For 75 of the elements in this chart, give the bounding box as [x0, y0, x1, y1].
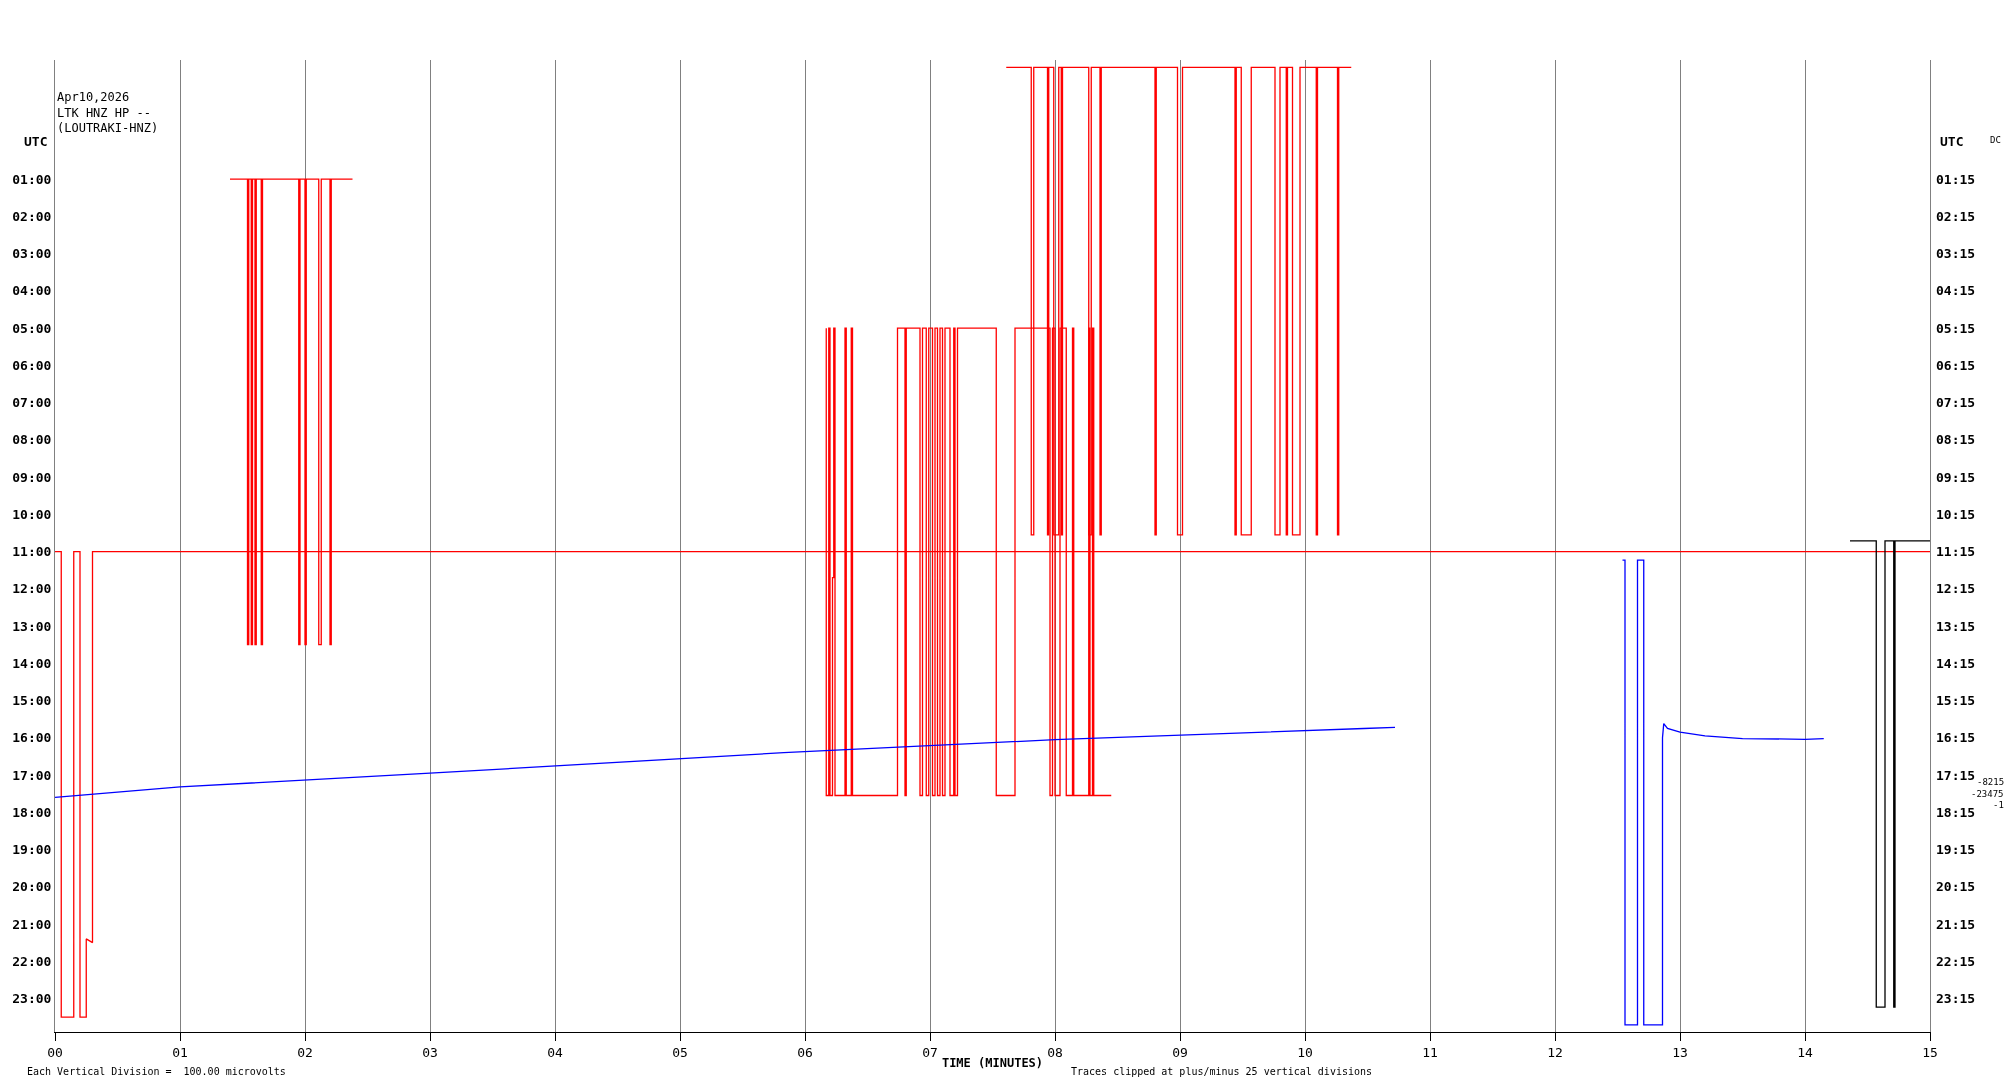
text: -1	[1993, 800, 2004, 810]
y2-tick-label: 19:15	[1936, 842, 1976, 857]
y-tick-label: 04:00	[12, 283, 52, 299]
y-tick-label: 16:00	[12, 730, 52, 746]
text: DC	[1990, 135, 2001, 145]
y2-tick-label: 05:15	[1936, 321, 1976, 336]
y2-tick-label: 14:15	[1936, 656, 1976, 671]
y-tick-label: 14:00	[12, 655, 52, 671]
x-tick-label: 05	[672, 1044, 688, 1060]
x-tick-label: 15	[1922, 1044, 1938, 1060]
y2-tick-label: 20:15	[1936, 879, 1976, 894]
text: -8215	[1977, 777, 2005, 787]
y-tick-label: 23:00	[12, 991, 52, 1007]
y2-tick-label: 13:15	[1936, 619, 1976, 634]
y2-tick-label: 23:15	[1936, 991, 1976, 1006]
x-tick-label: 12	[1547, 1044, 1563, 1060]
y2-axis-title: UTC	[1940, 134, 1964, 149]
y2-tick-label: 21:15	[1936, 917, 1976, 932]
x-tick-label: 10	[1297, 1044, 1313, 1060]
x-tick-label: 03	[422, 1044, 438, 1060]
x-tick-label: 02	[297, 1044, 313, 1060]
y-tick-label: 05:00	[12, 320, 52, 336]
y2-tick-label: 18:15	[1936, 805, 1976, 820]
y2-tick-label: 09:15	[1936, 470, 1976, 485]
y-tick-label: 11:00	[12, 544, 52, 560]
y-tick-label: 06:00	[12, 357, 52, 373]
y2-tick-label: 07:15	[1936, 395, 1976, 410]
y-tick-label: 07:00	[12, 395, 52, 411]
line-series	[1621, 559, 1825, 1026]
y2-tick-label: 04:15	[1936, 283, 1976, 298]
x-tick-label: 14	[1797, 1044, 1813, 1060]
line-series	[55, 726, 1396, 799]
y2-tick-label: 10:15	[1936, 507, 1976, 522]
y2-tick-label: 17:15	[1936, 768, 1976, 783]
text: -23475	[1971, 789, 2004, 799]
y-tick-label: 17:00	[12, 767, 52, 783]
text: LTK HNZ HP -- (LOUTRAKI-HNZ)	[57, 105, 159, 136]
x-tick-label: 13	[1672, 1044, 1688, 1060]
x-tick-label: 11	[1422, 1044, 1438, 1060]
x-tick-label: 06	[797, 1044, 813, 1060]
y-tick-label: 22:00	[12, 953, 52, 969]
x-tick-label: 01	[172, 1044, 188, 1060]
y-tick-label: 01:00	[12, 171, 52, 187]
y-tick-label: 21:00	[12, 916, 52, 932]
x-tick-label: 00	[47, 1044, 63, 1060]
y-axis-title: UTC	[24, 134, 48, 149]
text: Apr10,2026	[57, 90, 130, 104]
y2-tick-label: 06:15	[1936, 358, 1976, 373]
x-tick-label: 04	[547, 1044, 563, 1060]
y2-tick-label: 15:15	[1936, 693, 1976, 708]
x-tick-label: 08	[1047, 1044, 1063, 1060]
y-tick-label: 02:00	[12, 208, 52, 224]
y-tick-label: 12:00	[12, 581, 52, 597]
text: Traces clipped at plus/minus 25 vertical divisions	[1071, 1066, 1373, 1077]
y-tick-label: 03:00	[12, 246, 52, 262]
y2-tick-label: 01:15	[1936, 172, 1976, 187]
y-tick-label: 15:00	[12, 693, 52, 709]
x-tick-label: 09	[1172, 1044, 1188, 1060]
y-tick-label: 18:00	[12, 804, 52, 820]
y-tick-label: 19:00	[12, 842, 52, 858]
y2-tick-label: 22:15	[1936, 954, 1976, 969]
y2-tick-label: 02:15	[1936, 209, 1976, 224]
y2-tick-label: 08:15	[1936, 432, 1976, 447]
y-tick-label: 20:00	[12, 879, 52, 895]
x-tick-label: 07	[922, 1044, 938, 1060]
y-tick-label: 10:00	[12, 506, 52, 522]
x-axis-title: TIME (MINUTES)	[941, 1056, 1044, 1071]
y-tick-label: 09:00	[12, 469, 52, 485]
y2-tick-label: 12:15	[1936, 581, 1976, 596]
y2-tick-label: 16:15	[1936, 730, 1976, 745]
y2-tick-label: 11:15	[1936, 544, 1976, 559]
text: Each Vertical Division = 100.00 microvolts	[27, 1066, 286, 1077]
y2-tick-label: 03:15	[1936, 246, 1976, 261]
y-tick-label: 08:00	[12, 432, 52, 448]
y-tick-label: 13:00	[12, 618, 52, 634]
